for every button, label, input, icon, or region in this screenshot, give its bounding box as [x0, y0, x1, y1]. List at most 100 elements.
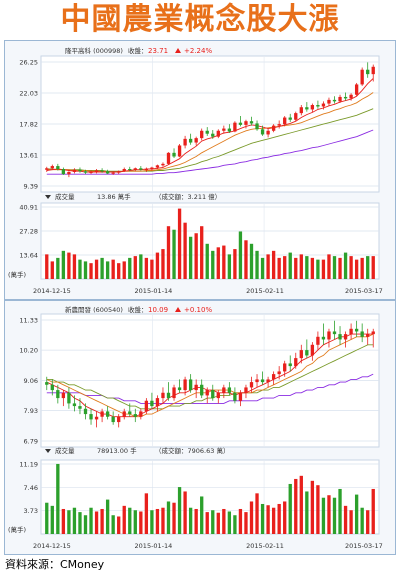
volume-bar — [277, 257, 281, 279]
candle-body — [139, 411, 143, 417]
stock-chart-1: 隆平高科 (000998) 收盤： 23.71 +2.24% 26.25 22.03 17.… — [8, 46, 383, 295]
volume-tick-label: 40.91 — [19, 204, 38, 212]
candle-body — [67, 392, 71, 404]
volume-bar — [260, 257, 265, 279]
volume-bar — [244, 512, 248, 534]
volume-bar — [255, 493, 259, 534]
volume-bar — [371, 488, 375, 534]
candle-body — [366, 69, 370, 75]
volume-bar — [78, 512, 82, 534]
volume-bar — [238, 231, 243, 279]
candle-body — [133, 414, 137, 417]
candle-body — [321, 103, 326, 107]
page-title: 中國農業概念股大漲 — [60, 2, 340, 37]
volume-bar — [100, 508, 104, 534]
volume-bar — [349, 510, 353, 534]
volume-bar — [72, 254, 77, 279]
volume-bar — [194, 233, 198, 279]
volume-bar — [139, 254, 143, 279]
candle-body — [222, 387, 226, 393]
candle-body — [166, 392, 171, 399]
volume-bar — [177, 487, 182, 534]
candle-body — [244, 121, 248, 125]
volume-bar — [144, 493, 149, 534]
volume-bar — [94, 259, 99, 279]
candle-body — [238, 122, 243, 125]
volume-bar — [211, 510, 215, 534]
candle-body — [56, 166, 60, 170]
volume-bar — [117, 516, 121, 534]
volume-bar — [83, 515, 88, 534]
candle-body — [177, 387, 182, 391]
candle-body — [183, 138, 187, 146]
candle-body — [72, 403, 77, 407]
candle-body — [338, 96, 342, 102]
volume-unit: (萬手) — [8, 270, 26, 279]
candle-body — [61, 392, 66, 399]
collapse-arrow-icon — [45, 449, 51, 453]
volume-bar — [155, 508, 160, 534]
candle-body — [117, 416, 121, 423]
volume-bar — [294, 478, 298, 534]
volume-bar — [117, 263, 121, 279]
candle-body — [354, 328, 359, 332]
volume-bar — [166, 226, 171, 279]
candle-body — [216, 392, 220, 399]
volume-bar — [343, 252, 348, 279]
candle-body — [294, 358, 298, 367]
volume-bar — [50, 505, 54, 534]
volume-bar — [238, 508, 243, 534]
candle-body — [161, 163, 165, 166]
candle-body — [332, 99, 337, 102]
volume-bar — [271, 507, 276, 534]
candle-body — [294, 113, 298, 120]
volume-bar — [161, 249, 165, 279]
candle-body — [233, 122, 237, 132]
candle-body — [188, 138, 193, 143]
volume-bar — [155, 252, 160, 279]
volume-bar — [332, 497, 337, 534]
volume-bar — [354, 494, 359, 534]
candle-body — [172, 152, 176, 157]
candle-body — [260, 379, 265, 383]
volume-tick-label: 13.64 — [19, 251, 38, 259]
volume-bar — [216, 512, 220, 534]
candle-body — [205, 130, 209, 134]
candle-body — [89, 414, 93, 420]
volume-bar — [310, 257, 315, 279]
candle-body — [233, 392, 237, 401]
volume-bar — [166, 501, 171, 534]
close-value: 10.09 — [148, 306, 168, 314]
candle-body — [111, 172, 115, 174]
volume-amount: （成交額：3.211 億） — [155, 192, 221, 201]
volume-bar — [133, 256, 137, 279]
candle-body — [200, 384, 204, 396]
price-tick-label: 13.61 — [19, 151, 38, 159]
candle-body — [155, 165, 160, 168]
candle-body — [100, 170, 104, 172]
candle-body — [321, 336, 326, 340]
volume-bar — [354, 259, 359, 279]
volume-bar — [266, 254, 270, 279]
price-tick-label: 26.25 — [19, 59, 38, 67]
candle-body — [238, 392, 243, 401]
candle-body — [316, 336, 320, 345]
price-tick-label: 11.33 — [19, 317, 38, 325]
volume-bar — [144, 257, 149, 279]
candle-body — [371, 66, 375, 75]
ma-line-10 — [46, 333, 374, 418]
volume-bar — [305, 491, 309, 534]
up-arrow-icon — [175, 307, 181, 312]
volume-bar — [260, 503, 265, 534]
change-value: +0.10% — [184, 306, 212, 314]
candle-body — [144, 400, 149, 412]
volume-bar — [216, 247, 220, 279]
volume-bar — [56, 463, 60, 534]
x-tick-label: 2015-01-14 — [135, 542, 173, 550]
candle-body — [122, 169, 126, 172]
change-value: +2.24% — [184, 47, 212, 55]
candle-body — [122, 411, 126, 417]
volume-bar — [366, 256, 370, 279]
candle-body — [255, 379, 259, 383]
candle-body — [128, 411, 132, 415]
